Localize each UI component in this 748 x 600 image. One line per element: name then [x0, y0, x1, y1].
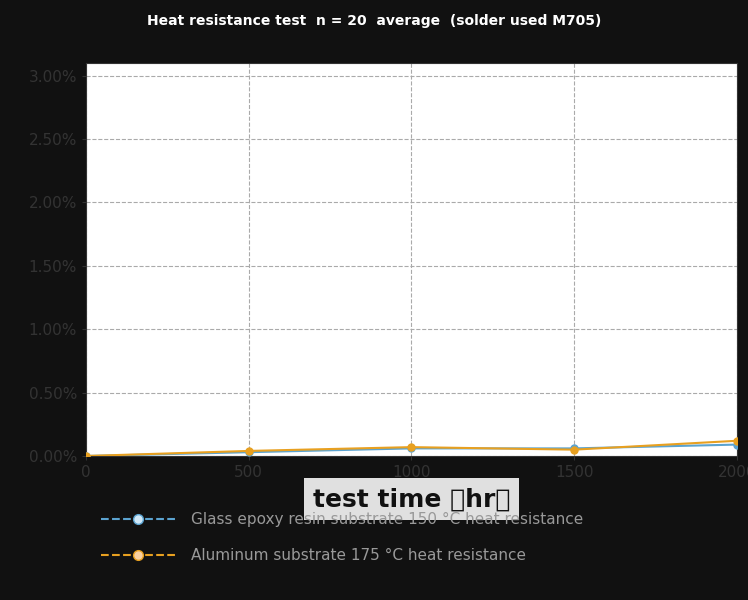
Text: test time （hr）: test time （hr）	[313, 487, 510, 511]
Text: Heat resistance test  n = 20  average  (solder used M705): Heat resistance test n = 20 average (sol…	[147, 14, 601, 28]
Text: Glass epoxy resin substrate 150 °C heat resistance: Glass epoxy resin substrate 150 °C heat …	[191, 511, 583, 527]
Text: Aluminum substrate 175 °C heat resistance: Aluminum substrate 175 °C heat resistanc…	[191, 547, 526, 563]
